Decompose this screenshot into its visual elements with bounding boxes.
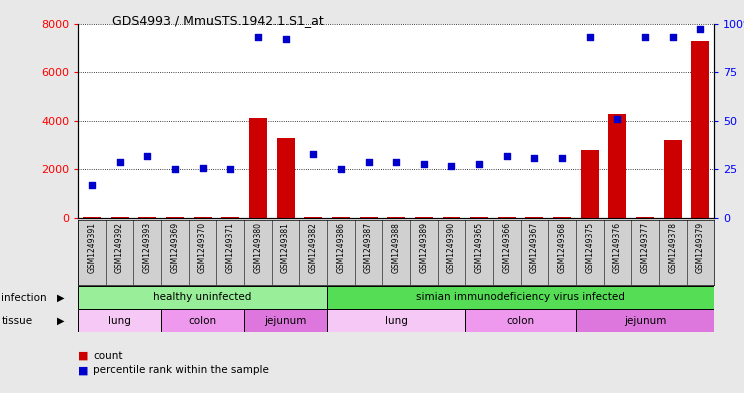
Text: GSM1249389: GSM1249389	[420, 222, 429, 273]
Text: GDS4993 / MmuSTS.1942.1.S1_at: GDS4993 / MmuSTS.1942.1.S1_at	[112, 14, 324, 27]
Bar	[465, 309, 576, 332]
Point	[528, 155, 540, 161]
Text: GSM1249381: GSM1249381	[281, 222, 290, 273]
Bar	[609, 114, 626, 218]
Bar	[166, 217, 184, 218]
Point	[114, 158, 126, 165]
Text: GSM1249390: GSM1249390	[447, 222, 456, 273]
Bar	[78, 309, 161, 332]
Bar	[327, 286, 714, 309]
Point	[667, 34, 679, 40]
Text: GSM1249393: GSM1249393	[143, 222, 152, 273]
Bar	[161, 309, 244, 332]
Bar	[221, 217, 240, 218]
Text: healthy uninfected: healthy uninfected	[153, 292, 251, 302]
Text: GSM1249368: GSM1249368	[557, 222, 567, 273]
Point	[557, 155, 568, 161]
Point	[639, 34, 651, 40]
Point	[473, 160, 485, 167]
Point	[446, 162, 458, 169]
Text: GSM1249378: GSM1249378	[668, 222, 677, 273]
Point	[362, 158, 374, 165]
Text: ▶: ▶	[57, 316, 65, 326]
Bar	[244, 309, 327, 332]
Point	[280, 36, 292, 42]
Text: GSM1249369: GSM1249369	[170, 222, 179, 273]
Bar	[138, 217, 156, 218]
Bar	[332, 217, 350, 218]
Bar	[111, 217, 129, 218]
Text: jejunum: jejunum	[264, 316, 307, 326]
Text: count: count	[93, 351, 123, 360]
Bar	[470, 217, 488, 218]
Bar	[664, 140, 682, 218]
Text: GSM1249388: GSM1249388	[391, 222, 401, 273]
Point	[612, 116, 623, 122]
Bar	[498, 217, 516, 218]
Bar	[78, 286, 327, 309]
Text: colon: colon	[188, 316, 217, 326]
Bar	[83, 217, 101, 218]
Bar	[359, 217, 377, 218]
Text: jejunum: jejunum	[624, 316, 667, 326]
Text: GSM1249391: GSM1249391	[88, 222, 97, 273]
Bar	[193, 217, 211, 218]
Text: simian immunodeficiency virus infected: simian immunodeficiency virus infected	[416, 292, 625, 302]
Text: ■: ■	[78, 365, 89, 375]
Bar	[525, 217, 543, 218]
Text: GSM1249392: GSM1249392	[115, 222, 124, 273]
Bar	[636, 217, 654, 218]
Point	[307, 151, 319, 157]
Point	[252, 34, 264, 40]
Point	[141, 153, 153, 159]
Point	[335, 166, 347, 173]
Text: lung: lung	[108, 316, 131, 326]
Text: GSM1249386: GSM1249386	[336, 222, 345, 273]
Bar	[327, 309, 465, 332]
Text: GSM1249371: GSM1249371	[225, 222, 235, 273]
Text: GSM1249376: GSM1249376	[613, 222, 622, 273]
Point	[584, 34, 596, 40]
Text: colon: colon	[507, 316, 535, 326]
Point	[224, 166, 236, 173]
Bar	[387, 217, 405, 218]
Bar	[581, 150, 599, 218]
Text: ■: ■	[78, 351, 89, 360]
Text: infection: infection	[1, 293, 47, 303]
Bar	[415, 217, 433, 218]
Text: lung: lung	[385, 316, 408, 326]
Text: percentile rank within the sample: percentile rank within the sample	[93, 365, 269, 375]
Bar	[553, 217, 571, 218]
Text: tissue: tissue	[1, 316, 33, 326]
Point	[501, 153, 513, 159]
Bar	[304, 217, 322, 218]
Bar	[443, 217, 461, 218]
Point	[694, 26, 706, 33]
Bar	[277, 138, 295, 218]
Point	[391, 158, 403, 165]
Text: GSM1249380: GSM1249380	[254, 222, 263, 273]
Point	[86, 182, 98, 188]
Bar	[691, 40, 709, 218]
Text: GSM1249375: GSM1249375	[586, 222, 594, 273]
Bar	[576, 309, 714, 332]
Text: GSM1249367: GSM1249367	[530, 222, 539, 273]
Bar	[249, 118, 267, 218]
Text: GSM1249379: GSM1249379	[696, 222, 705, 273]
Text: GSM1249365: GSM1249365	[475, 222, 484, 273]
Text: GSM1249370: GSM1249370	[198, 222, 207, 273]
Text: ▶: ▶	[57, 293, 65, 303]
Text: GSM1249366: GSM1249366	[502, 222, 511, 273]
Point	[418, 160, 430, 167]
Point	[169, 166, 181, 173]
Text: GSM1249382: GSM1249382	[309, 222, 318, 273]
Text: GSM1249387: GSM1249387	[364, 222, 373, 273]
Text: GSM1249377: GSM1249377	[641, 222, 650, 273]
Point	[196, 164, 208, 171]
